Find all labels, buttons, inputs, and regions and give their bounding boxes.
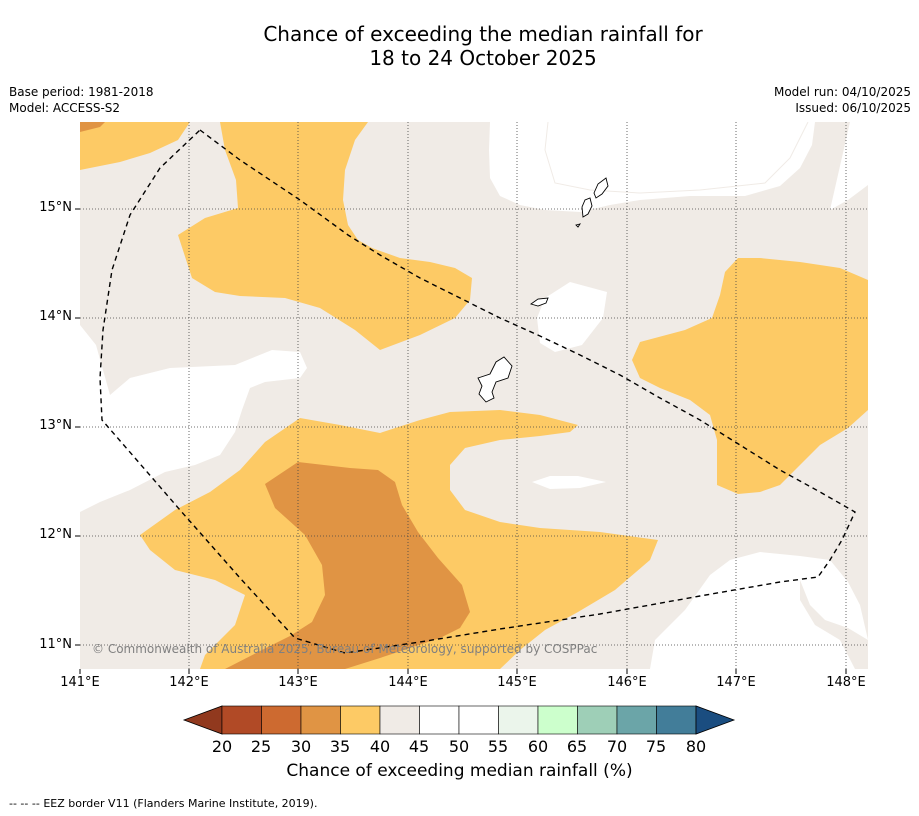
region-35-40-northwest xyxy=(80,122,190,170)
colorbar-tick-50: 50 xyxy=(448,737,470,756)
colorbar-segment-25-30 xyxy=(261,705,302,735)
lat-label-14: 14°N xyxy=(39,309,72,324)
colorbar-under-arrow xyxy=(182,705,223,735)
chart-title: Chance of exceeding the median rainfall … xyxy=(0,22,919,70)
colorbar-tick-65: 65 xyxy=(566,737,588,756)
issued-label: Issued: 06/10/2025 xyxy=(795,101,911,115)
colorbar-segment-35-40 xyxy=(340,705,381,735)
lon-label-147: 147°E xyxy=(716,675,756,690)
map-gridlines xyxy=(80,122,868,669)
title-line-1: Chance of exceeding the median rainfall … xyxy=(263,22,703,46)
colorbar xyxy=(182,705,736,735)
region-30-35-south xyxy=(225,462,470,669)
colorbar-tick-30: 30 xyxy=(290,737,312,756)
colorbar-tick-70: 70 xyxy=(606,737,628,756)
colorbar-tick-20: 20 xyxy=(211,737,233,756)
colorbar-tick-40: 40 xyxy=(369,737,391,756)
colorbar-tick-35: 35 xyxy=(329,737,351,756)
region-45-55-central xyxy=(537,282,607,352)
eez-border xyxy=(99,129,856,654)
island-outlines xyxy=(477,177,609,403)
region-45-55-southeast xyxy=(650,552,868,669)
title-line-2: 18 to 24 October 2025 xyxy=(369,46,597,70)
island-aguijan xyxy=(575,223,582,228)
colorbar-segment-30-35 xyxy=(300,705,341,735)
colorbar-tick-75: 75 xyxy=(645,737,667,756)
colorbar-segment-20-25 xyxy=(221,705,262,735)
lon-label-145: 145°E xyxy=(497,675,537,690)
meta-left: Base period: 1981-2018 Model: ACCESS-S2 xyxy=(9,84,154,116)
region-35-40-north xyxy=(178,122,472,350)
island-rota xyxy=(529,297,549,307)
eez-legend-symbol: -- -- -- xyxy=(9,797,40,810)
base-period-label: Base period: 1981-2018 xyxy=(9,85,154,99)
lon-label-143: 143°E xyxy=(278,675,318,690)
colorbar-tick-55: 55 xyxy=(487,737,509,756)
colorbar-tick-80: 80 xyxy=(685,737,707,756)
colorbar-segment-65-70 xyxy=(577,705,618,735)
colorbar-segment-60-65 xyxy=(537,705,578,735)
lon-label-148: 148°E xyxy=(826,675,866,690)
colorbar-tick-25: 25 xyxy=(250,737,272,756)
region-45-55-north xyxy=(489,122,815,212)
model-run-label: Model run: 04/10/2025 xyxy=(773,85,911,99)
map-area xyxy=(80,122,868,669)
axis-ticks xyxy=(75,208,847,674)
region-45-55-east-top xyxy=(830,122,868,210)
lat-label-13: 13°N xyxy=(39,418,72,433)
lat-label-12: 12°N xyxy=(39,527,72,542)
copyright-text: © Commonwealth of Australia 2025, Bureau… xyxy=(92,642,597,656)
island-tinian xyxy=(581,197,593,218)
lon-label-146: 146°E xyxy=(607,675,647,690)
region-40-45-southeast-edge xyxy=(800,580,868,669)
colorbar-segment-75-80 xyxy=(656,705,697,735)
colorbar-segment-50-55 xyxy=(458,705,499,735)
meta-right: Model run: 04/10/2025 Issued: 06/10/2025 xyxy=(774,84,911,116)
colorbar-segment-45-50 xyxy=(419,705,460,735)
region-45-55-west xyxy=(80,325,307,512)
eez-legend-text: EEZ border V11 (Flanders Marine Institut… xyxy=(43,797,318,810)
footer-legend: -- -- -- EEZ border V11 (Flanders Marine… xyxy=(9,797,317,810)
colorbar-over-arrow xyxy=(695,705,736,735)
colorbar-segment-55-60 xyxy=(498,705,539,735)
colorbar-segment-40-45 xyxy=(379,705,420,735)
lat-label-15: 15°N xyxy=(39,200,72,215)
lon-label-141: 141°E xyxy=(60,675,100,690)
lon-label-144: 144°E xyxy=(388,675,428,690)
region-45-55-north-inner xyxy=(544,122,809,194)
region-35-40-east xyxy=(632,258,868,494)
island-saipan xyxy=(593,177,609,199)
region-45-55-small xyxy=(532,476,606,489)
region-30-35-corner xyxy=(80,122,105,132)
colorbar-segment-70-75 xyxy=(616,705,657,735)
island-guam xyxy=(477,356,513,403)
colorbar-title: Chance of exceeding median rainfall (%) xyxy=(286,761,633,781)
colorbar-tick-60: 60 xyxy=(527,737,549,756)
lon-label-142: 142°E xyxy=(169,675,209,690)
lat-label-11: 11°N xyxy=(39,637,72,652)
colorbar-tick-45: 45 xyxy=(408,737,430,756)
model-label: Model: ACCESS-S2 xyxy=(9,101,121,115)
